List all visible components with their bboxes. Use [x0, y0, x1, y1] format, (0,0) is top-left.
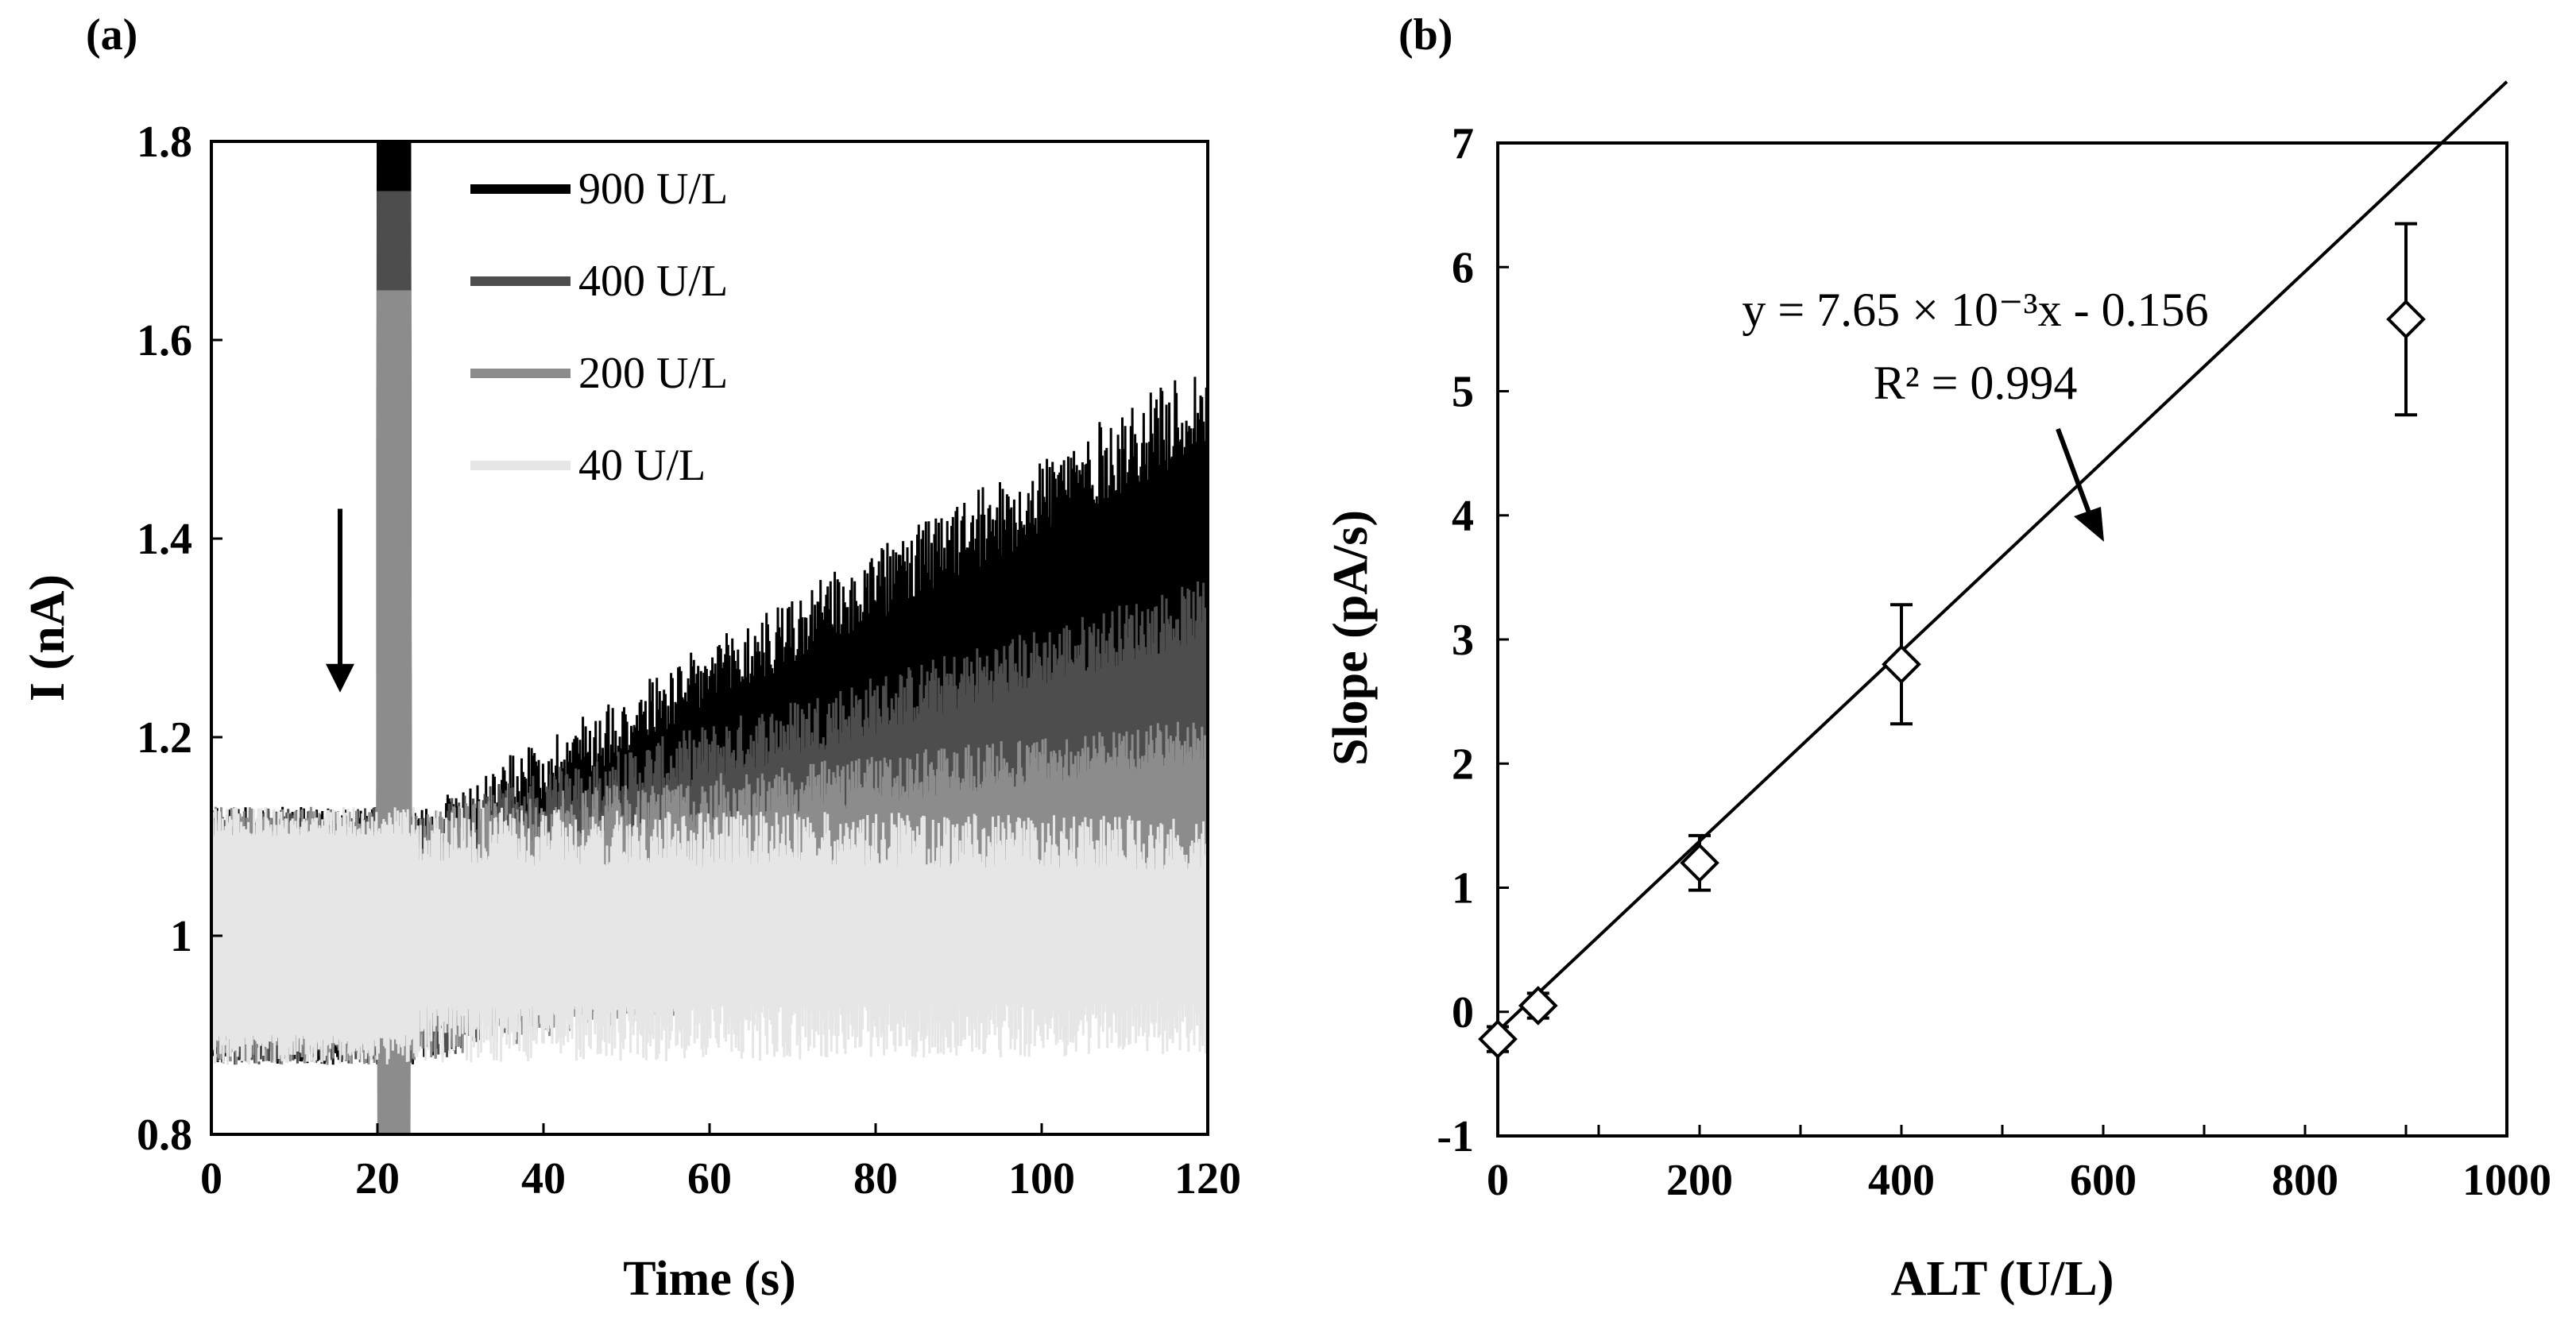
- data-point-diamond: [2386, 299, 2426, 339]
- panel-b-x-tick-label: 0: [1487, 1156, 1509, 1205]
- panel-a-x-tick-label: 20: [355, 1154, 400, 1203]
- panel-b-y-tick-label: -1: [1437, 1112, 1474, 1161]
- panel-b-label: (b): [1398, 10, 1452, 60]
- panel-b-x-tick-label: 800: [2272, 1156, 2338, 1205]
- panel-b-y-tick-label: 7: [1452, 119, 1474, 168]
- legend-label: 40 U/L: [578, 441, 706, 490]
- panel-a-y-tick-label: 1.8: [137, 118, 192, 167]
- fit-line: [1496, 80, 2508, 1033]
- panel-b-x-tick-label: 400: [1868, 1156, 1935, 1205]
- panel-b-x-tick-label: 1000: [2462, 1156, 2551, 1205]
- panel-a-y-tick-label: 1.4: [137, 515, 192, 564]
- panel-b-fit-layer: [1496, 80, 2508, 1033]
- panel-a-x-tick-label: 40: [521, 1154, 566, 1203]
- legend-label: 400 U/L: [578, 257, 728, 306]
- fit-annotation-arrow: [2056, 427, 2092, 516]
- legend-label: 900 U/L: [578, 164, 728, 214]
- panel-b-ticks: 0 200 400 600 800 1000 -1 0 1 2 3 4 5 6 7: [1437, 119, 2551, 1205]
- panel-a-y-tick-label: 1.6: [137, 316, 192, 365]
- panel-b-y-tick-label: 4: [1452, 492, 1474, 541]
- panel-b-x-axis-title: ALT (U/L): [1891, 1252, 2114, 1306]
- panel-a-x-tick-label: 60: [687, 1154, 732, 1203]
- data-point-diamond: [1882, 644, 1921, 685]
- data-point-diamond: [1478, 1019, 1518, 1059]
- panel-b-y-tick-label: 3: [1452, 616, 1474, 665]
- panel-b-x-tick-label: 600: [2070, 1156, 2137, 1205]
- panel-a-x-tick-label: 100: [1008, 1154, 1075, 1203]
- panel-b-y-tick-label: 6: [1452, 243, 1474, 292]
- panel-a-x-tick-label: 80: [853, 1154, 898, 1203]
- injection-arrow-head: [325, 663, 354, 693]
- data-point-diamond: [1518, 986, 1558, 1026]
- panel-a-y-tick-label: 1.2: [137, 713, 192, 763]
- panel-a-x-tick-label: 120: [1174, 1154, 1241, 1203]
- panel-b-y-tick-label: 5: [1452, 368, 1474, 417]
- panel-b-points: [1478, 222, 2426, 1059]
- panel-b-x-tick-label: 200: [1666, 1156, 1733, 1205]
- panel-b-y-tick-label: 0: [1452, 988, 1474, 1037]
- panel-b-y-tick-label: 2: [1452, 740, 1474, 789]
- panel-a-x-axis-title: Time (s): [623, 1252, 796, 1306]
- panel-b-y-axis-title: Slope (pA/s): [1324, 510, 1378, 766]
- panel-b-y-tick-label: 1: [1452, 864, 1474, 914]
- legend-label: 200 U/L: [578, 349, 728, 398]
- panel-a-ticks: 0 20 40 60 80 100 120 0.8 1 1.2 1.4 1.6 1.8: [137, 118, 1241, 1203]
- panel-a-traces: [211, 141, 1208, 1134]
- fit-annotation-arrow-head: [2074, 507, 2104, 542]
- panel-a-legend: 900 U/L 400 U/L 200 U/L 40 U/L: [470, 164, 728, 490]
- panel-a-y-tick-label: 1: [170, 912, 192, 961]
- panel-a-label: (a): [86, 10, 137, 60]
- fit-equation: y = 7.65 × 10⁻³x - 0.156: [1742, 284, 2208, 336]
- fit-r-squared: R² = 0.994: [1874, 357, 2078, 409]
- panel-a-y-axis-title: I (nA): [21, 574, 75, 701]
- panel-a-y-tick-label: 0.8: [137, 1111, 192, 1160]
- panel-a-x-tick-label: 0: [200, 1154, 222, 1203]
- trace-40-u-l: [211, 806, 1208, 1065]
- data-point-diamond: [1680, 843, 1719, 883]
